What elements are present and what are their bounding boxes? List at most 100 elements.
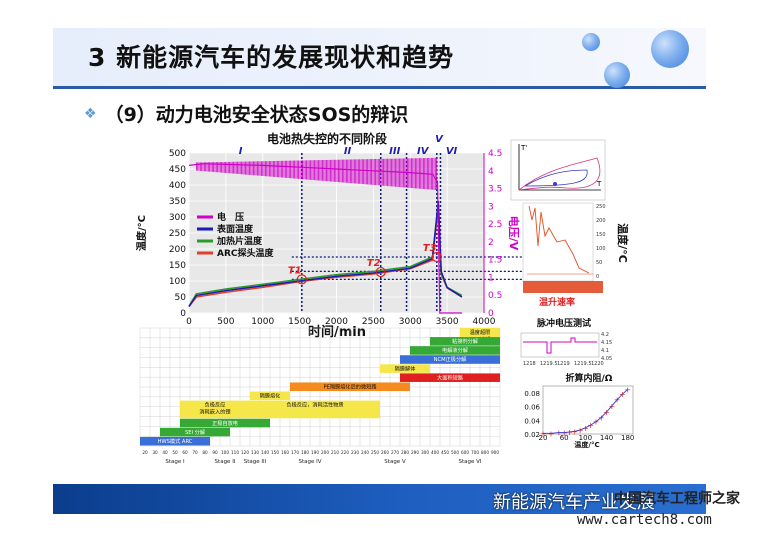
diagram-temp-label: 170 (291, 450, 299, 455)
slide-subtitle: （9）动力电池安全状态SOS的辩识 (104, 104, 409, 126)
diagram-bar-label: 粘接剂分解 (452, 337, 478, 345)
resistance-fit-line (543, 389, 629, 434)
diagram-temp-label: 140 (261, 450, 269, 455)
resistance-point: + (561, 429, 568, 438)
rate-inset: 250 200 150 100 50 0 温度/°C 温升速率 (522, 202, 630, 308)
bubble-decoration (604, 62, 630, 88)
diagram-bar-label: NCM正极分解 (434, 355, 467, 363)
x-tick: 3500 (436, 317, 459, 327)
legend-label: ARC探头温度 (217, 247, 275, 259)
x-tick: 2500 (362, 317, 385, 327)
resistance-y-tick: 0.08 (524, 390, 540, 398)
subtitle-row: ❖ （9）动力电池安全状态SOS的辩识 (84, 100, 408, 127)
diagram-bar-label: 温度超限 (470, 328, 491, 336)
diagram-temp-label: 80 (202, 450, 208, 455)
pulse-x-tick: 1219.5 (574, 361, 592, 367)
diagram-temp-label: 130 (251, 450, 259, 455)
tt-inset: T' T (510, 139, 606, 201)
diagram-bar-label: HWS模式 ARC (158, 437, 193, 445)
diagram-temp-label: 280 (401, 450, 409, 455)
stage-label: IV (417, 146, 430, 157)
rate-tick: 0 (596, 274, 599, 280)
main-chart-xlabel: 时间/min (308, 324, 366, 340)
bubble-decoration (582, 33, 600, 51)
diagram-temp-label: 160 (281, 450, 289, 455)
x-tick: 4000 (473, 317, 496, 327)
legend-label: 加热片温度 (216, 235, 263, 247)
tt-axis-label: T (596, 180, 602, 188)
diagram-bar-label: 负极反应，消耗活性物质 (286, 401, 343, 409)
y-right-tick: 0.5 (488, 291, 502, 301)
y-left-tick: 0 (180, 309, 186, 319)
sos-figure: 电池热失控的不同阶段 I II III IV V VI 0 50 100 150 200 250 30… (127, 128, 640, 468)
diagram-bar-label: PE隔膜熔化后的微短路 (323, 382, 377, 390)
pulse-x-tick: 1218 (523, 361, 536, 367)
legend-label: 表面温度 (216, 223, 254, 235)
diagram-bar (180, 418, 270, 428)
slide-title: 3 新能源汽车的发展现状和趋势 (88, 43, 455, 72)
x-tick: 0 (186, 317, 192, 327)
diagram-stage-label: Stage V (384, 459, 406, 465)
critical-point-label: T3 (423, 243, 437, 254)
diagram-bar (160, 427, 230, 437)
diagram-temp-label: 400 (431, 450, 439, 455)
resistance-x-tick: 140 (600, 434, 613, 442)
diagram-temp-label: 800 (481, 450, 489, 455)
main-chart-ylabel-left: 温度/°C (135, 215, 148, 251)
stage-label: II (344, 146, 352, 157)
x-tick: 1500 (288, 317, 311, 327)
diagram-temp-label: 90 (212, 450, 218, 455)
resistance-x-tick: 180 (621, 434, 634, 442)
y-left-tick: 100 (169, 277, 186, 287)
rate-inset-title: 温升速率 (539, 296, 575, 308)
resistance-x-tick: 20 (539, 434, 548, 442)
diagram-temp-label: 100 (221, 450, 229, 455)
critical-point-marker (431, 251, 442, 263)
diagram-bar (250, 391, 290, 401)
watermark-url: www.cartech8.com (577, 512, 712, 528)
diagram-temp-label: 450 (441, 450, 449, 455)
diagram-stage-label: Stage I (165, 459, 185, 465)
diagram-temp-label: 60 (182, 450, 188, 455)
diagram-bar (400, 355, 500, 364)
diagram-temp-label: 700 (471, 450, 479, 455)
rate-tick: 150 (596, 232, 606, 238)
diagram-bar (250, 400, 380, 419)
pulse-y-tick: 4.1 (601, 348, 609, 354)
diagram-bar (180, 400, 250, 419)
y-right-tick: 0 (488, 309, 494, 319)
pulse-x-tick: 1220 (591, 361, 604, 367)
resistance-point: + (571, 427, 578, 436)
legend-label: 电 压 (217, 211, 244, 223)
stage-label: III (389, 146, 400, 157)
critical-point-marker (296, 274, 307, 285)
y-left-tick: 350 (169, 197, 186, 207)
x-tick: 1000 (251, 317, 274, 327)
diagram-bar-label: 大面积短路 (437, 373, 464, 381)
diagram-bar-label: 正极自放电 (212, 419, 238, 427)
diagram-temp-label: 250 (371, 450, 379, 455)
pulse-y-tick: 4.2 (601, 332, 609, 338)
diagram-temp-label: 900 (491, 450, 499, 455)
diagram-bar (380, 364, 430, 373)
diagram-temp-label: 270 (391, 450, 399, 455)
diagram-temp-label: 300 (421, 450, 429, 455)
rate-tick: 250 (596, 204, 606, 210)
diagram-temp-label: 190 (311, 450, 319, 455)
footer-band (53, 484, 706, 514)
pulse-x-tick: 1219.5 (540, 361, 558, 367)
title-underline (53, 86, 706, 89)
diagram-temp-label: 230 (351, 450, 359, 455)
rate-tick: 200 (596, 218, 606, 224)
rate-inset-ylabel: 温度/°C (616, 223, 630, 263)
diagram-bar (140, 436, 210, 446)
rate-tick: 100 (596, 246, 606, 252)
diagram-temp-label: 50 (172, 450, 178, 455)
diagram-temp-label: 120 (241, 450, 249, 455)
resistance-x-tick: 60 (560, 434, 569, 442)
resistance-point: + (548, 429, 555, 438)
y-right-tick: 1 (488, 273, 494, 283)
y-right-tick: 3.5 (488, 185, 502, 195)
diagram-temp-label: 240 (361, 450, 369, 455)
diagram-bar (410, 346, 500, 355)
